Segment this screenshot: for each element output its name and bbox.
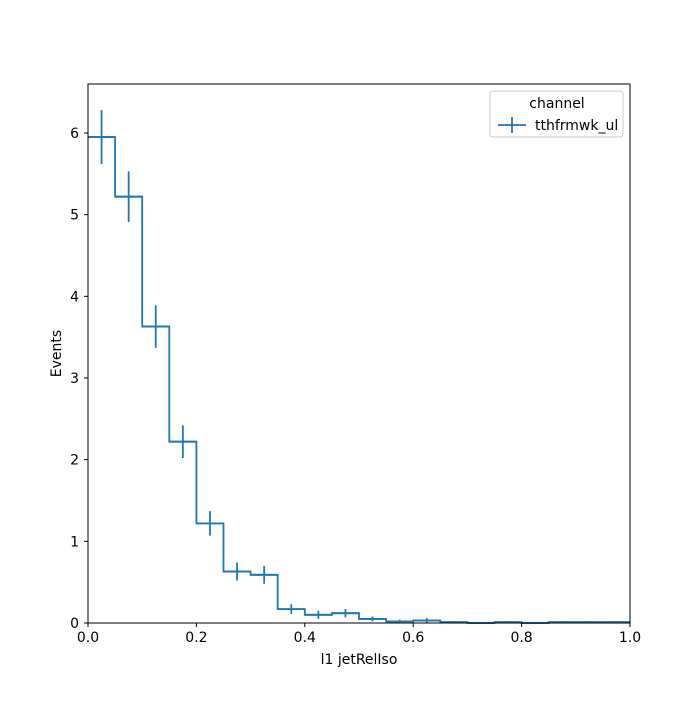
y-tick-label: 3 — [70, 371, 79, 387]
axes-frame — [87, 83, 631, 624]
plot-area — [87, 83, 631, 624]
y-tick-label: 4 — [70, 289, 79, 305]
x-tick-label: 0.0 — [77, 630, 99, 646]
x-axis-label: l1 jetRelIso — [321, 652, 398, 668]
legend-title: channel — [529, 96, 584, 112]
x-tick-label: 0.2 — [185, 630, 207, 646]
y-axis: 0 1 2 3 4 5 6 — [70, 126, 88, 632]
y-tick-label: 5 — [70, 208, 79, 224]
y-axis-label: Events — [49, 330, 65, 377]
legend-series-label: tthfrmwk_ul — [535, 118, 618, 134]
y-tick-label: 1 — [70, 534, 79, 550]
y-tick-label: 2 — [70, 453, 79, 469]
x-axis: 0.0 0.2 0.4 0.6 0.8 1.0 — [77, 623, 641, 646]
legend: channel tthfrmwk_ul — [489, 90, 624, 138]
y-tick-label: 0 — [70, 616, 79, 632]
x-tick-label: 0.6 — [402, 630, 424, 646]
x-tick-label: 0.4 — [294, 630, 316, 646]
x-tick-label: 0.8 — [510, 630, 532, 646]
x-tick-label: 1.0 — [619, 630, 641, 646]
y-tick-label: 6 — [70, 126, 79, 142]
